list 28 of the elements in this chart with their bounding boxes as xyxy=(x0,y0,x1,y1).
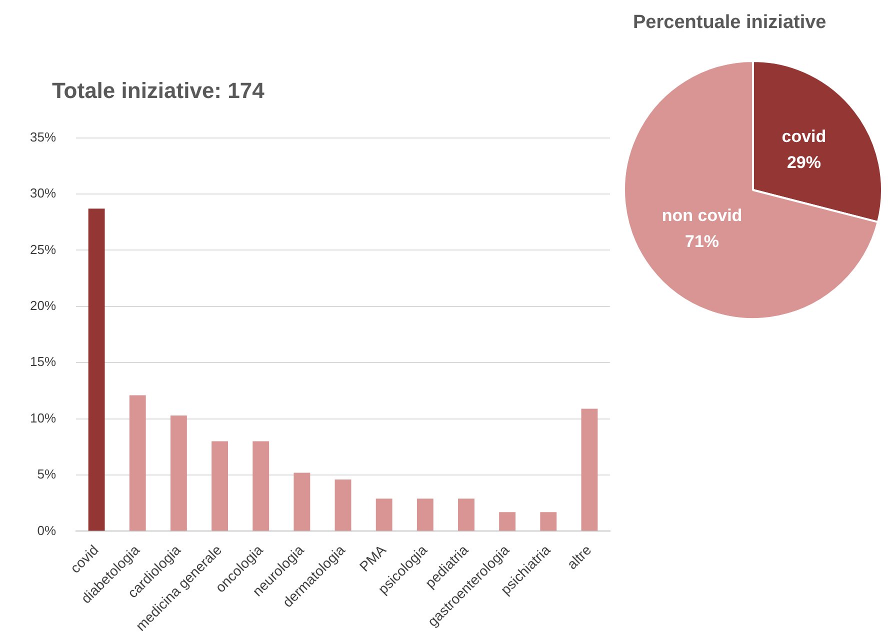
y-tick-label: 10% xyxy=(30,410,56,426)
y-tick-label: 30% xyxy=(30,186,56,201)
bar xyxy=(88,208,105,531)
bar xyxy=(129,395,146,531)
bar xyxy=(334,480,352,531)
slice-label: covid xyxy=(782,127,826,146)
chart-title: Percentuale iniziative xyxy=(633,12,826,34)
y-tick-label: 0% xyxy=(37,522,56,538)
bar xyxy=(540,512,557,531)
bar xyxy=(294,472,310,531)
bar xyxy=(212,441,228,531)
bar xyxy=(499,512,516,531)
bar xyxy=(458,498,474,531)
bar xyxy=(581,408,598,531)
slice-label: non covid xyxy=(662,206,742,226)
data-label: 71% xyxy=(685,232,720,252)
bar xyxy=(376,498,392,531)
y-tick-label: 20% xyxy=(30,298,56,313)
bar xyxy=(416,498,434,531)
chart-title: Totale iniziative: 174 xyxy=(52,78,264,104)
y-tick-label: 25% xyxy=(30,242,56,257)
x-tick-label: altre xyxy=(564,542,594,572)
y-tick-label: 35% xyxy=(30,129,56,144)
y-tick-label: 15% xyxy=(30,354,56,370)
bar xyxy=(170,415,187,531)
bar xyxy=(252,441,270,531)
data-label: 29% xyxy=(786,153,821,172)
y-tick-label: 5% xyxy=(37,466,56,482)
